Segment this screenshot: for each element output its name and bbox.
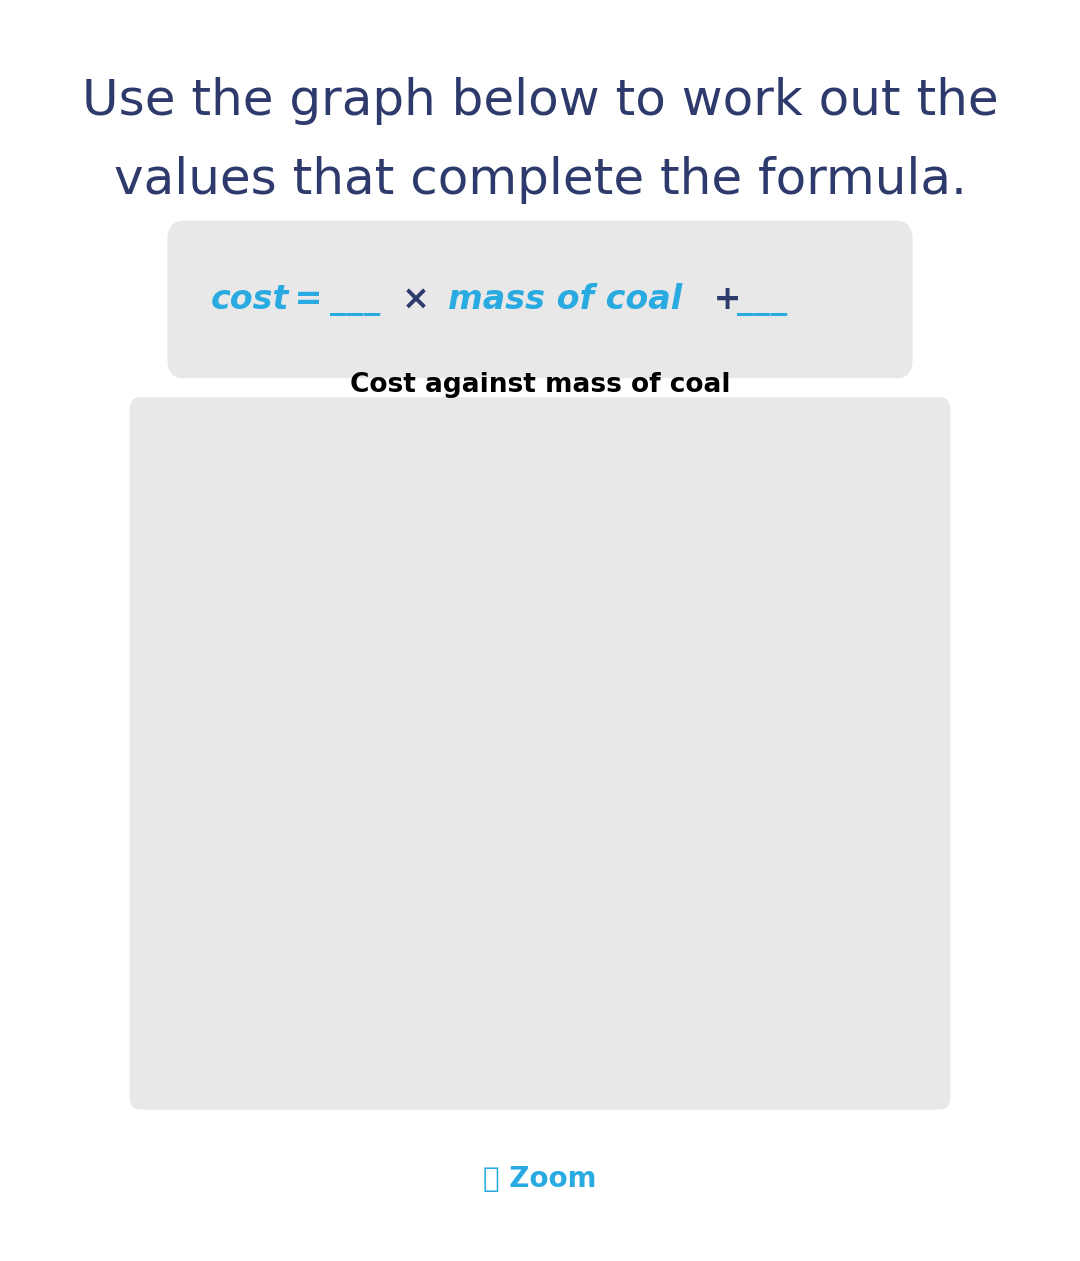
Text: =: = <box>283 282 334 317</box>
X-axis label: Mass of coal (tonnes): Mass of coal (tonnes) <box>443 1053 713 1073</box>
Text: Cost against mass of coal: Cost against mass of coal <box>350 372 730 397</box>
Text: ➕ Zoom: ➕ Zoom <box>483 1165 597 1193</box>
Y-axis label: Cost (£): Cost (£) <box>177 697 197 797</box>
Text: ___: ___ <box>737 282 787 317</box>
Text: ___: ___ <box>330 282 381 317</box>
Text: ×: × <box>402 282 442 317</box>
Text: Use the graph below to work out the: Use the graph below to work out the <box>82 77 998 125</box>
Text: +: + <box>702 282 753 317</box>
Text: mass of coal: mass of coal <box>448 282 683 317</box>
Text: cost: cost <box>211 282 289 317</box>
Text: values that complete the formula.: values that complete the formula. <box>113 156 967 204</box>
